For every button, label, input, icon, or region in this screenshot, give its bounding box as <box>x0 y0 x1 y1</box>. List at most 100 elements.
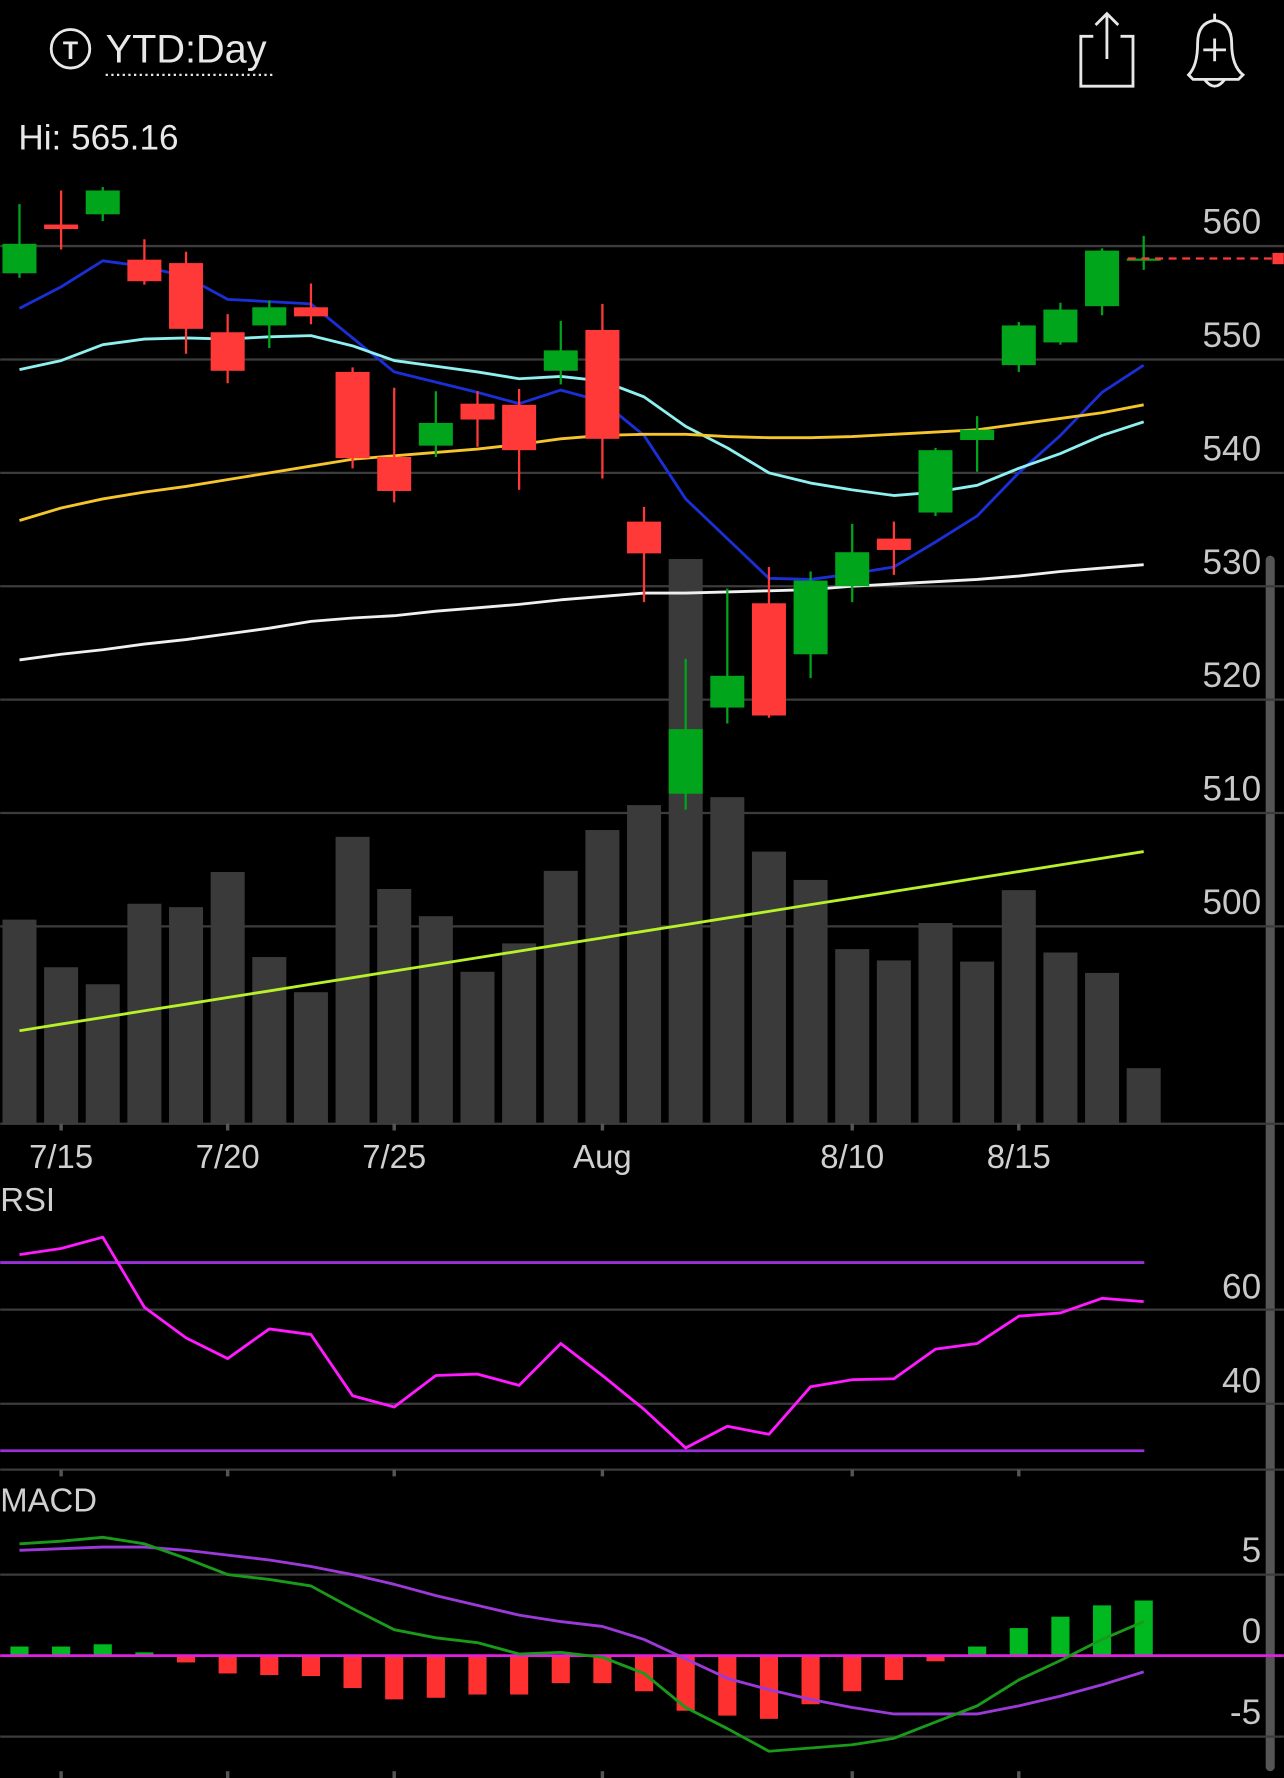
histogram-bar <box>52 1646 71 1656</box>
candle-body <box>710 675 745 708</box>
volume-bar <box>1126 1068 1161 1124</box>
candle-body <box>751 603 786 716</box>
y-tick-label: 40 <box>1222 1361 1261 1400</box>
volume-bar <box>668 559 703 1124</box>
histogram-bar <box>1092 1605 1112 1656</box>
volume-bar <box>918 923 953 1124</box>
volume-bar <box>627 805 662 1124</box>
ticker-icon <box>49 28 92 70</box>
x-tick-label: 7/25 <box>362 1138 426 1175</box>
histogram-bar <box>1009 1628 1028 1656</box>
candle-body <box>335 371 370 459</box>
histogram-bar <box>426 1655 445 1698</box>
histogram-bar <box>385 1655 404 1700</box>
y-tick-label: -5 <box>1230 1693 1261 1732</box>
candle-body <box>627 521 662 554</box>
rsi-line <box>19 1235 1144 1450</box>
histogram-bar <box>218 1655 237 1674</box>
volume-bar <box>418 916 453 1124</box>
x-tick-label: 7/20 <box>196 1138 260 1175</box>
moving-average <box>18 259 1145 581</box>
candle-body <box>2 243 37 274</box>
x-tick-label: 8/10 <box>820 1138 884 1175</box>
volume-bar <box>2 919 37 1124</box>
y-tick-label: 500 <box>1202 883 1261 922</box>
alert-button[interactable] <box>1186 13 1246 88</box>
volume-bar <box>793 879 828 1124</box>
candle-body <box>1043 309 1078 343</box>
volume-bar <box>44 967 79 1124</box>
volume-bar <box>543 870 578 1124</box>
panel-title: RSI <box>0 1181 55 1218</box>
scrollbar <box>1265 555 1275 1772</box>
candle-body <box>460 403 495 420</box>
histogram-bar <box>93 1644 112 1656</box>
volume-bar <box>460 971 495 1124</box>
panel-title: MACD <box>0 1482 97 1519</box>
volume-bar <box>835 949 870 1124</box>
macd-line <box>19 1535 1145 1753</box>
y-tick-label: 510 <box>1202 770 1261 809</box>
histogram-bar <box>1134 1600 1153 1656</box>
volume-bar <box>169 907 204 1124</box>
candle-body <box>585 329 620 439</box>
candle-body <box>668 729 703 794</box>
candle-body <box>127 259 162 282</box>
volume-average <box>19 850 1144 1033</box>
candle-body <box>169 263 204 329</box>
candle-body <box>252 307 287 326</box>
volume-bar <box>502 943 537 1124</box>
volume-bar <box>876 960 911 1124</box>
volume-bar <box>1085 972 1120 1124</box>
histogram-bar <box>260 1655 279 1676</box>
histogram-bar <box>968 1646 987 1656</box>
histogram-bar <box>676 1655 695 1711</box>
volume-bar <box>85 984 120 1124</box>
histogram-bar <box>884 1655 903 1680</box>
histogram-bar <box>551 1655 570 1684</box>
histogram-bar <box>801 1655 820 1705</box>
histogram-bar <box>593 1655 612 1684</box>
candle-body <box>793 580 828 655</box>
candle-body <box>960 429 995 440</box>
histogram-bar <box>1051 1616 1070 1656</box>
candle-body <box>876 538 911 550</box>
candle-body <box>918 450 953 513</box>
candle-body <box>210 332 245 371</box>
candle-body <box>377 456 412 491</box>
histogram-bar <box>759 1655 779 1719</box>
candle-body <box>502 404 537 451</box>
y-tick-label: 60 <box>1222 1267 1261 1306</box>
x-tick-label: 8/15 <box>987 1138 1051 1175</box>
candle-body <box>44 224 79 230</box>
ticker-letter: T <box>63 37 78 65</box>
candle-body <box>1085 250 1120 307</box>
volume-bar <box>377 889 412 1124</box>
moving-average <box>19 403 1144 522</box>
x-tick-label: 7/15 <box>29 1138 93 1175</box>
moving-average <box>19 563 1144 662</box>
volume-bar <box>751 851 786 1124</box>
candle-body <box>293 307 328 317</box>
range-title: YTD:Day <box>106 27 267 71</box>
candle-body <box>835 552 870 587</box>
x-tick-label: Aug <box>573 1138 632 1175</box>
volume-bar <box>960 961 995 1124</box>
volume-bar <box>1001 890 1036 1124</box>
volume-bar <box>1043 952 1078 1124</box>
high-label: Hi: 565.16 <box>18 119 178 158</box>
share-button[interactable] <box>1079 11 1135 88</box>
histogram-bar <box>176 1655 196 1663</box>
histogram-bar <box>843 1655 862 1692</box>
candle-body <box>543 350 578 371</box>
ticker-button[interactable]: T YTD:Day <box>49 27 275 76</box>
candle-body <box>1001 325 1036 366</box>
moving-average <box>19 334 1145 497</box>
volume-bar <box>585 830 620 1124</box>
candle-body <box>418 422 453 446</box>
alert-icon <box>1186 13 1246 88</box>
last-price-marker <box>1272 252 1284 265</box>
histogram-bar <box>10 1646 29 1656</box>
